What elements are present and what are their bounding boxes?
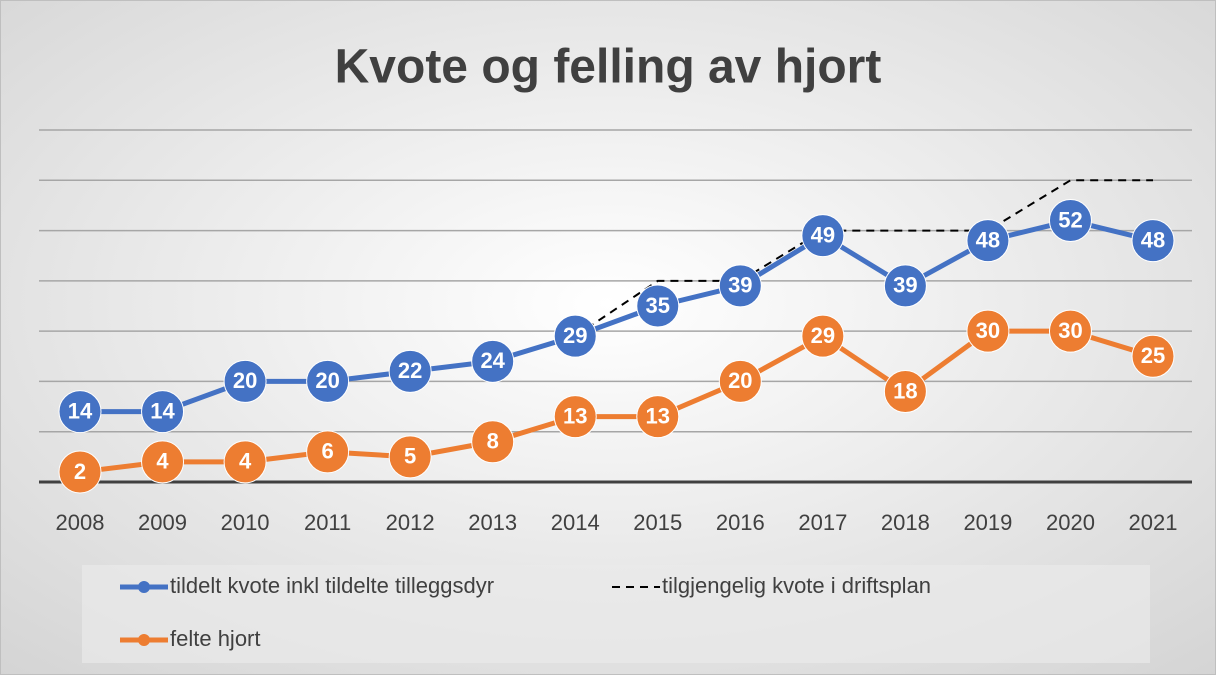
marker xyxy=(1131,334,1175,378)
marker xyxy=(471,420,515,464)
x-tick-label: 2010 xyxy=(221,510,270,535)
marker xyxy=(1048,199,1092,243)
data-label: 30 xyxy=(976,318,1000,343)
legend-box xyxy=(82,565,1150,663)
marker xyxy=(388,349,432,393)
data-label: 20 xyxy=(315,368,339,393)
marker xyxy=(636,395,680,439)
data-label: 20 xyxy=(728,368,752,393)
marker xyxy=(553,395,597,439)
data-label: 14 xyxy=(68,398,93,423)
chart-title: Kvote og felling av hjort xyxy=(335,41,882,94)
data-label: 20 xyxy=(233,368,257,393)
marker xyxy=(1048,309,1092,353)
data-label: 2 xyxy=(74,459,86,484)
data-label: 52 xyxy=(1058,207,1082,232)
x-tick-label: 2019 xyxy=(963,510,1012,535)
data-label: 24 xyxy=(480,348,505,373)
marker xyxy=(141,390,185,434)
x-tick-label: 2020 xyxy=(1046,510,1095,535)
marker xyxy=(223,440,267,484)
marker xyxy=(883,264,927,308)
data-label: 4 xyxy=(239,449,252,474)
marker xyxy=(306,430,350,474)
data-label: 6 xyxy=(321,439,333,464)
x-tick-label: 2016 xyxy=(716,510,765,535)
marker xyxy=(718,264,762,308)
data-label: 14 xyxy=(150,398,175,423)
data-label: 13 xyxy=(646,403,670,428)
data-label: 18 xyxy=(893,378,917,403)
marker xyxy=(966,309,1010,353)
marker xyxy=(801,314,845,358)
marker xyxy=(718,359,762,403)
x-tick-label: 2021 xyxy=(1129,510,1178,535)
series-line xyxy=(574,179,1153,338)
x-tick-label: 2011 xyxy=(304,510,351,535)
marker xyxy=(883,369,927,413)
marker xyxy=(471,339,515,383)
x-tick-label: 2009 xyxy=(138,510,187,535)
marker xyxy=(636,284,680,328)
data-label: 29 xyxy=(811,323,835,348)
legend-marker xyxy=(138,581,150,593)
legend-label: tilgjengelig kvote i driftsplan xyxy=(662,573,931,598)
marker xyxy=(801,214,845,258)
x-tick-label: 2008 xyxy=(56,510,105,535)
x-tick-label: 2015 xyxy=(633,510,682,535)
data-label: 5 xyxy=(404,444,416,469)
legend-marker xyxy=(138,634,150,646)
data-label: 8 xyxy=(487,429,499,454)
marker xyxy=(1131,219,1175,263)
data-label: 48 xyxy=(1141,227,1165,252)
data-label: 29 xyxy=(563,323,587,348)
x-tick-label: 2013 xyxy=(468,510,517,535)
data-label: 49 xyxy=(811,222,835,247)
data-label: 35 xyxy=(646,293,670,318)
marker xyxy=(141,440,185,484)
data-label: 30 xyxy=(1058,318,1082,343)
marker xyxy=(58,390,102,434)
data-label: 22 xyxy=(398,358,422,383)
x-tick-label: 2018 xyxy=(881,510,930,535)
marker xyxy=(306,359,350,403)
marker xyxy=(58,450,102,494)
data-label: 13 xyxy=(563,403,587,428)
data-label: 4 xyxy=(156,449,169,474)
data-label: 48 xyxy=(976,227,1000,252)
data-label: 39 xyxy=(728,273,752,298)
data-label: 25 xyxy=(1141,343,1165,368)
x-tick-label: 2012 xyxy=(386,510,435,535)
marker xyxy=(553,314,597,358)
marker xyxy=(388,435,432,479)
marker xyxy=(223,359,267,403)
x-tick-label: 2014 xyxy=(551,510,600,535)
marker xyxy=(966,219,1010,263)
x-tick-label: 2017 xyxy=(798,510,847,535)
legend-label: felte hjort xyxy=(170,626,261,651)
legend-label: tildelt kvote inkl tildelte tilleggsdyr xyxy=(170,573,494,598)
data-label: 39 xyxy=(893,273,917,298)
